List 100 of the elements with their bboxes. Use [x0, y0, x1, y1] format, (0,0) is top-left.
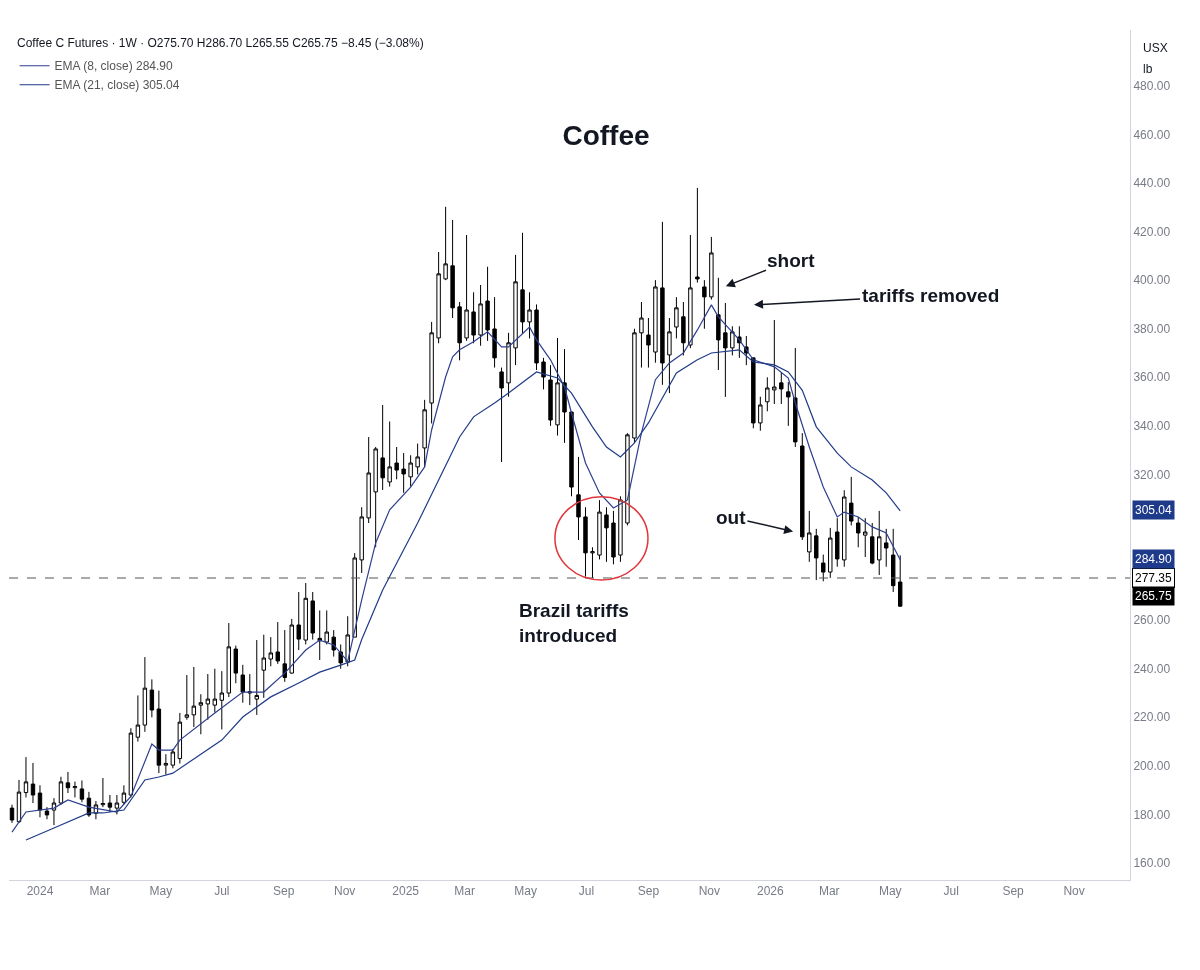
candlestick: [835, 517, 840, 568]
text: 284.90: [1135, 552, 1173, 566]
x-tick-label: May: [149, 884, 173, 899]
candlestick: [688, 234, 693, 349]
candlestick: [758, 396, 763, 432]
x-tick-label: May: [878, 884, 902, 899]
x-tick-label: Nov: [698, 884, 721, 899]
y-tick-label: 220.00: [1133, 710, 1171, 725]
candlestick: [107, 794, 113, 813]
candlestick: [611, 510, 616, 565]
candlestick: [506, 332, 511, 398]
candlestick: [226, 622, 232, 698]
candlestick: [548, 364, 553, 427]
candlestick: [793, 347, 798, 448]
candlestick: [884, 528, 889, 568]
candlestick: [37, 784, 43, 818]
legend-label: EMA (21, close) 305.04: [54, 78, 180, 93]
candlestick: [163, 753, 169, 776]
candlestick: [716, 277, 721, 371]
x-tick-label: 2025: [392, 884, 420, 899]
candlestick: [520, 232, 525, 335]
ref-line-label: 277.35: [1135, 571, 1173, 585]
y-tick-label: 400.00: [1133, 273, 1171, 288]
y-tick-label: 320.00: [1133, 467, 1171, 482]
candlestick: [891, 528, 896, 593]
candlestick: [800, 432, 805, 541]
y-tick-label: 460.00: [1133, 127, 1171, 142]
candlestick: [751, 357, 756, 429]
candlestick: [240, 664, 245, 704]
candlestick: [191, 666, 197, 728]
candlestick: [317, 609, 322, 661]
candlestick: [184, 674, 190, 721]
x-tick-label: Sep: [273, 884, 295, 899]
candlestick: [681, 301, 686, 356]
candlestick: [331, 629, 336, 658]
candlestick: [702, 279, 707, 330]
candlestick: [709, 236, 714, 301]
candlestick: [534, 303, 539, 371]
y-tick-label: 180.00: [1133, 807, 1171, 822]
x-tick-label: Mar: [454, 884, 475, 899]
candlestick: [268, 636, 273, 667]
candlestick: [569, 410, 574, 497]
x-tick-label: Sep: [1002, 884, 1025, 899]
candlestick: [142, 656, 148, 733]
candlestick: [212, 668, 218, 713]
candlestick: [415, 443, 420, 475]
candlestick: [114, 794, 120, 815]
y-tick-label: 440.00: [1133, 176, 1171, 191]
candlestick: [310, 591, 315, 641]
candlestick: [436, 251, 441, 344]
candlestick: [828, 527, 833, 579]
candlestick: [72, 781, 78, 798]
candlestick: [401, 452, 406, 494]
candlestick: [373, 446, 378, 548]
candlestick: [394, 446, 399, 480]
x-tick-label: Mar: [89, 884, 111, 899]
candlestick: [604, 506, 609, 563]
legend-label: EMA (8, close) 284.90: [54, 59, 173, 74]
annotation: out: [716, 507, 747, 528]
candlestick: [443, 206, 448, 281]
x-tick-label: Nov: [334, 884, 356, 899]
y-tick-label: 340.00: [1133, 419, 1171, 434]
candlestick: [324, 609, 329, 645]
candlestick: [408, 454, 413, 488]
candlestick: [730, 325, 735, 356]
candlestick: [149, 678, 155, 718]
candlestick: [177, 712, 183, 764]
candlestick: [387, 420, 392, 488]
y-tick-label: 380.00: [1133, 321, 1171, 336]
candlestick: [695, 187, 700, 284]
candlestick: [660, 221, 665, 386]
candlestick: [555, 337, 560, 437]
y-tick-label: 160.00: [1133, 856, 1171, 871]
candlestick: [30, 762, 36, 804]
candlestick: [121, 784, 127, 806]
candlestick: [856, 516, 861, 548]
candlestick: [457, 301, 462, 361]
candlestick: [897, 554, 903, 608]
candlestick: [772, 319, 777, 405]
candlestick: [632, 328, 637, 444]
candlestick: [296, 591, 301, 651]
candlestick: [786, 381, 791, 427]
y-tick-label: 480.00: [1133, 79, 1171, 94]
x-tick-label: Nov: [1063, 884, 1085, 899]
y-tick-label: 360.00: [1133, 370, 1171, 385]
candlestick: [814, 528, 819, 581]
candlestick: [646, 317, 651, 369]
candlestick: [842, 489, 847, 568]
candlestick: [807, 510, 812, 563]
candlestick: [464, 234, 469, 342]
candlestick: [198, 693, 204, 735]
candlestick: [863, 517, 868, 558]
candlestick: [583, 506, 588, 578]
candlestick: [653, 279, 658, 364]
candlestick: [44, 806, 50, 820]
candlestick: [723, 302, 728, 398]
text: Coffee: [562, 119, 650, 151]
x-tick-label: 2026: [756, 884, 784, 899]
candlestick: [9, 804, 15, 824]
candlestick: [779, 371, 784, 405]
